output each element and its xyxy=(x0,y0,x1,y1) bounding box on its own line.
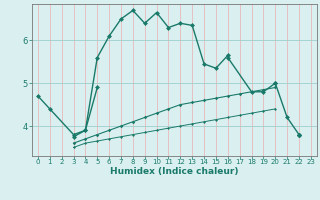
X-axis label: Humidex (Indice chaleur): Humidex (Indice chaleur) xyxy=(110,167,239,176)
